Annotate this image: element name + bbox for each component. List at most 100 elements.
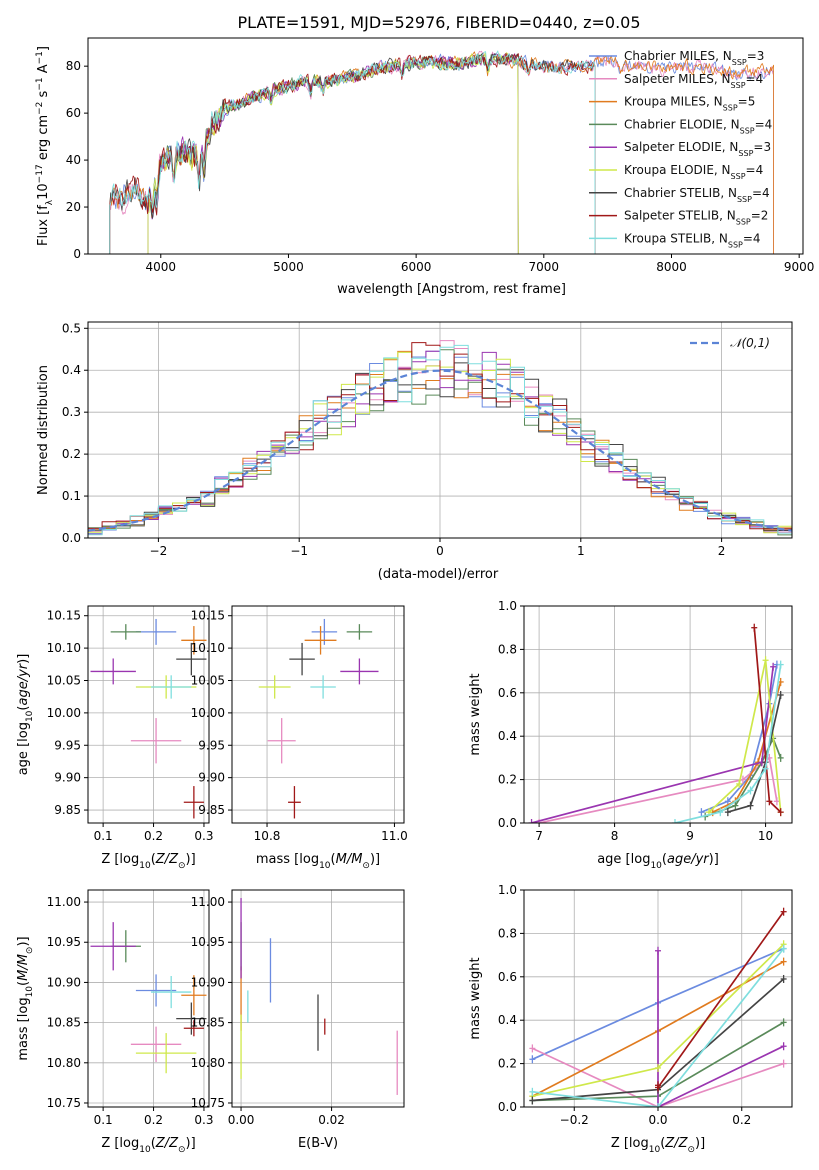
legend-label-count: =4: [755, 117, 773, 131]
label-part: M/M: [16, 954, 31, 981]
legend-label-subscript: SSP: [731, 172, 746, 181]
panel-3: 0.1 0.2 0.3 9.85 9.90 9.95 10.00 10.05 10.10 10.1…: [16, 605, 214, 871]
legend-label-main: Chabrier MILES, N: [624, 49, 732, 63]
mw-series-kroupa-stelib: [529, 944, 787, 1107]
y-tick-label: 0: [73, 247, 81, 261]
y-tick-label: 10.80: [191, 1056, 225, 1070]
errorbar-chabrier-stelib: [289, 642, 315, 676]
legend-label-count: =4: [746, 72, 764, 86]
legend-label-count: =4: [746, 163, 764, 177]
label-part: Z [log: [611, 1136, 649, 1151]
x-tick-label: 0.2: [144, 829, 163, 843]
y-tick-label: 9.95: [198, 738, 225, 752]
mw-line: [712, 681, 782, 813]
label-part: age/yr: [667, 852, 710, 867]
legend-label-count: =4: [743, 231, 761, 245]
label-part: M/M: [336, 852, 363, 867]
errorbar-salpeter-stelib: [183, 1020, 204, 1037]
label-part: Z/Z: [664, 1136, 688, 1151]
label-part: −2: [35, 102, 45, 115]
errorbar-chabrier-miles: [135, 618, 177, 645]
mw-line: [532, 948, 785, 1107]
legend-label-count: =3: [753, 140, 771, 154]
legend-label-main: Chabrier ELODIE, N: [624, 117, 740, 131]
panel-1: 4000 5000 6000 7000 8000 9000 0 20 40 60 80 wavelen…: [35, 37, 815, 297]
y-tick-label: 9.90: [54, 771, 81, 785]
label-part: 10: [25, 986, 35, 998]
y-tick-label: 10.75: [47, 1096, 81, 1110]
x-tick-label: 9000: [784, 260, 815, 274]
errorbar-kroupa-elodie: [135, 1033, 197, 1074]
hist-salpeter-stelib: [88, 342, 792, 530]
x-tick-label: 0.2: [144, 1113, 163, 1127]
plot-area: [240, 898, 398, 1095]
mw-series-salpeter-stelib: [655, 907, 787, 1092]
x-tick-label: 0.1: [94, 1113, 113, 1127]
mw-series-salpeter-stelib: [751, 623, 784, 817]
y-tick-label: 0.6: [498, 686, 517, 700]
mw-series-kroupa-stelib: [671, 660, 784, 823]
y-tick-label: 0.4: [498, 1013, 517, 1027]
y-tick-label: 10.00: [47, 706, 81, 720]
panel-8: −0.2 0.0 0.2 0.0 0.2 0.4 0.6 0.8 1.0 Z [log10(Z/Z…: [468, 883, 793, 1155]
mw-series-chabrier-stelib: [724, 690, 784, 817]
y-tick-label: 9.85: [198, 803, 225, 817]
label-part: ⊙: [25, 947, 35, 955]
axes-frame: [231, 605, 405, 824]
legend-label: Salpeter ELODIE, NSSP=3: [624, 140, 771, 158]
errorbar-salpeter-miles: [267, 718, 296, 764]
legend-label-subscript: SSP: [728, 240, 743, 249]
errorbar-salpeter-miles: [130, 1026, 182, 1062]
legend-label-main: Salpeter MILES, N: [624, 72, 731, 86]
axes-frame: [87, 889, 210, 1108]
y-tick-label: 9.95: [54, 738, 81, 752]
y-tick-label: 10.10: [47, 641, 81, 655]
x-axis-label: age [log10(age/yr)]: [597, 852, 719, 871]
x-tick-label: 10.8: [254, 829, 281, 843]
legend-label: Kroupa STELIB, NSSP=4: [624, 231, 761, 249]
errorbar-chabrier-stelib: [176, 642, 207, 676]
y-tick-label: 0.8: [498, 926, 517, 940]
legend-label-subscript: SSP: [740, 126, 755, 135]
y-tick-label: 0.5: [62, 321, 81, 335]
mw-series-salpeter-elodie: [655, 946, 787, 1107]
label-part: )]: [695, 1136, 705, 1151]
mw-series-kroupa-elodie: [705, 656, 784, 817]
x-tick-label: 0.00: [228, 1113, 255, 1127]
normal-curve: [88, 369, 792, 532]
errorbar-chabrier-elodie: [110, 624, 141, 640]
plot-area: [529, 907, 787, 1107]
y-tick-label: 0.1: [62, 489, 81, 503]
errorbar-kroupa-elodie: [258, 675, 291, 699]
y-tick-label: 10.85: [47, 1016, 81, 1030]
x-tick-label: 10: [758, 829, 773, 843]
x-tick-label: −0.2: [560, 1113, 589, 1127]
errorbar-salpeter-miles: [130, 718, 182, 764]
legend-label-subscript: SSP: [738, 149, 753, 158]
errorbar-salpeter-stelib: [183, 786, 204, 819]
legend-label-main: Salpeter STELIB, N: [624, 209, 736, 223]
panel-4: 10.8 11.0 9.85 9.90 9.95 10.00 10.05 10.10 10.15…: [191, 605, 408, 871]
label-part: Z/Z: [155, 1136, 179, 1151]
label-part: 10: [649, 1145, 661, 1155]
panel-7: 0.00 0.02 10.75 10.80 10.85 10.90 10.95 11.00 E(…: [191, 889, 405, 1151]
x-tick-label: 5000: [273, 260, 304, 274]
x-tick-label: 0: [436, 544, 444, 558]
legend-label-subscript: SSP: [736, 217, 751, 226]
errorbar-kroupa-stelib: [310, 675, 336, 699]
plot-area: [109, 50, 774, 254]
spectrum-chabrier-stelib: [109, 53, 596, 254]
errorbar-chabrier-stelib: [176, 1002, 207, 1035]
y-tick-label: 0.4: [498, 729, 517, 743]
x-tick-label: 8: [611, 829, 619, 843]
legend-label-subscript: SSP: [732, 58, 747, 67]
plot-area: [88, 340, 792, 536]
x-tick-label: 0.0: [648, 1113, 667, 1127]
legend-label-main: Kroupa MILES, N: [624, 95, 723, 109]
label-part: E(B-V): [298, 1136, 338, 1151]
x-axis-label: Z [log10(Z/Z⊙)]: [101, 852, 195, 871]
legend-label-count: =4: [752, 186, 770, 200]
plot-area: [528, 623, 784, 823]
x-tick-label: 4000: [146, 260, 177, 274]
